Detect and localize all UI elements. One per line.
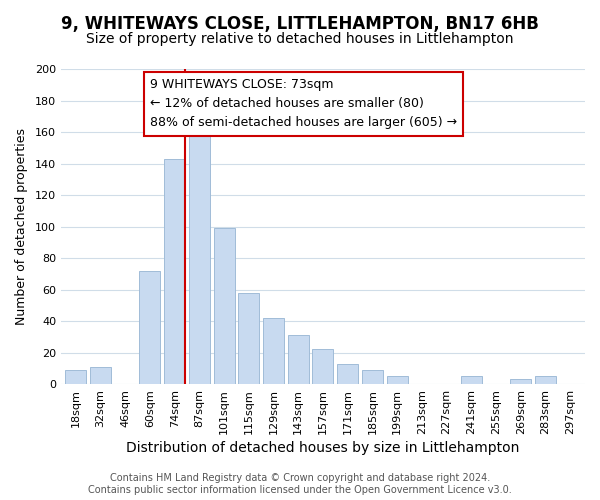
Text: Size of property relative to detached houses in Littlehampton: Size of property relative to detached ho…: [86, 32, 514, 46]
Bar: [214, 228, 235, 384]
Text: 9 WHITEWAYS CLOSE: 73sqm
← 12% of detached houses are smaller (80)
88% of semi-d: 9 WHITEWAYS CLOSE: 73sqm ← 12% of detach…: [150, 78, 457, 130]
Bar: [189, 121, 210, 384]
Text: Contains HM Land Registry data © Crown copyright and database right 2024.
Contai: Contains HM Land Registry data © Crown c…: [88, 474, 512, 495]
Bar: [90, 366, 111, 384]
Bar: [164, 159, 185, 384]
Bar: [288, 335, 309, 384]
Bar: [313, 350, 334, 384]
Bar: [535, 376, 556, 384]
Bar: [461, 376, 482, 384]
Bar: [510, 380, 531, 384]
Bar: [386, 376, 407, 384]
Bar: [65, 370, 86, 384]
Bar: [362, 370, 383, 384]
Bar: [139, 270, 160, 384]
Y-axis label: Number of detached properties: Number of detached properties: [15, 128, 28, 325]
X-axis label: Distribution of detached houses by size in Littlehampton: Distribution of detached houses by size …: [126, 441, 520, 455]
Bar: [238, 292, 259, 384]
Bar: [337, 364, 358, 384]
Bar: [263, 318, 284, 384]
Text: 9, WHITEWAYS CLOSE, LITTLEHAMPTON, BN17 6HB: 9, WHITEWAYS CLOSE, LITTLEHAMPTON, BN17 …: [61, 15, 539, 33]
